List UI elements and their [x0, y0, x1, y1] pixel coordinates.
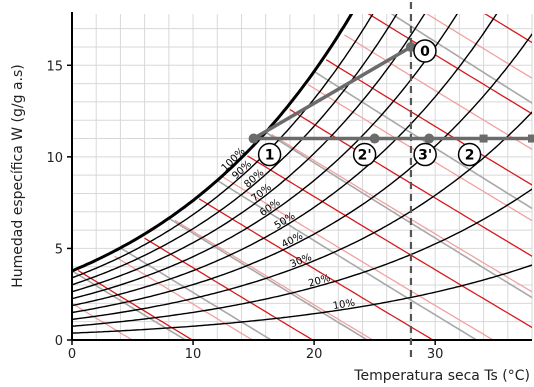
state-point-marker-2' [369, 133, 380, 144]
y-tick-label: 15 [46, 59, 63, 74]
wetbulb-line [390, 14, 532, 105]
state-point-label-3': 3' [418, 148, 432, 164]
state-point-marker-3' [424, 133, 435, 144]
wetbulb-line [313, 70, 532, 210]
enthalpy-line [271, 133, 532, 293]
y-tick-label: 0 [55, 334, 63, 349]
state-point-label-2: 2 [465, 148, 475, 164]
enthalpy-line [484, 0, 534, 22]
rh-curve-20 [72, 188, 532, 327]
state-point-label-1: 1 [265, 148, 275, 164]
state-point-badge-2' [352, 142, 377, 167]
y-tick-label: 5 [55, 242, 63, 257]
enthalpy-line [174, 219, 375, 340]
rh-label: 40% [280, 231, 305, 251]
enthalpy-line [72, 302, 134, 340]
enthalpy-lines [72, 0, 534, 340]
state-point-marker-1 [248, 133, 259, 144]
rh-curve-10 [72, 264, 532, 334]
rh-curve-80 [72, 14, 398, 286]
process-line-1-0 [252, 45, 412, 141]
enthalpy-line [289, 108, 532, 257]
x-tick-label: 10 [185, 347, 202, 362]
wetbulb-line [265, 131, 532, 299]
wetbulb-line [411, 0, 534, 146]
rh-curve-50 [72, 14, 498, 307]
process-lines [252, 2, 532, 360]
rh-label: 20% [307, 273, 331, 290]
enthalpy-line [425, 14, 532, 79]
state-point-marker-3 [528, 134, 534, 143]
axes [71, 12, 532, 341]
y-tick-label: 10 [46, 151, 63, 166]
state-point-marker-2 [479, 134, 488, 143]
state-point-badge-2 [457, 142, 482, 167]
state-point-label-0: 0 [420, 44, 430, 60]
enthalpy-line [367, 14, 532, 115]
x-tick-label: 20 [306, 347, 323, 362]
rh-curves [72, 14, 532, 334]
state-point-badge-3' [413, 142, 437, 167]
state-point-label-2': 2' [358, 148, 372, 164]
enthalpy-line [222, 176, 495, 340]
enthalpy-line [114, 255, 254, 340]
enthalpy-line [247, 155, 532, 329]
x-tick-label: 0 [68, 347, 76, 362]
enthalpy-line [198, 198, 435, 340]
rh-curve-40 [72, 32, 532, 314]
x-tick-label: 30 [427, 347, 444, 362]
rh-curve-90 [72, 14, 374, 279]
rh-labels: 100%90%80%70%60%50%40%30%20%10% [220, 146, 356, 312]
tick-labels: 0 10 20 30 0 5 10 15 [46, 59, 443, 362]
x-axis-label: Temperatura seca Ts (°C) [353, 368, 530, 384]
enthalpy-line [325, 59, 532, 186]
state-point-badge-1 [257, 142, 282, 167]
enthalpy-line [77, 269, 194, 340]
wetbulb-line [216, 179, 479, 340]
enthalpy-line [484, 14, 532, 44]
enthalpy-line [144, 237, 314, 340]
y-axis-label: Humedad específica W (g/g a.s) [10, 64, 26, 287]
enthalpy-line [344, 34, 532, 151]
rh-curve-100 [72, 14, 354, 273]
rh-curve-70 [72, 14, 426, 293]
rh-label: 30% [289, 252, 314, 270]
rh-label: 10% [332, 298, 356, 312]
state-point-badge-0 [413, 39, 437, 63]
rh-curve-60 [72, 14, 458, 300]
wetbulb-lines [72, 0, 534, 340]
state-points: 012'3'23 [248, 39, 534, 167]
wetbulb-line [168, 217, 369, 340]
